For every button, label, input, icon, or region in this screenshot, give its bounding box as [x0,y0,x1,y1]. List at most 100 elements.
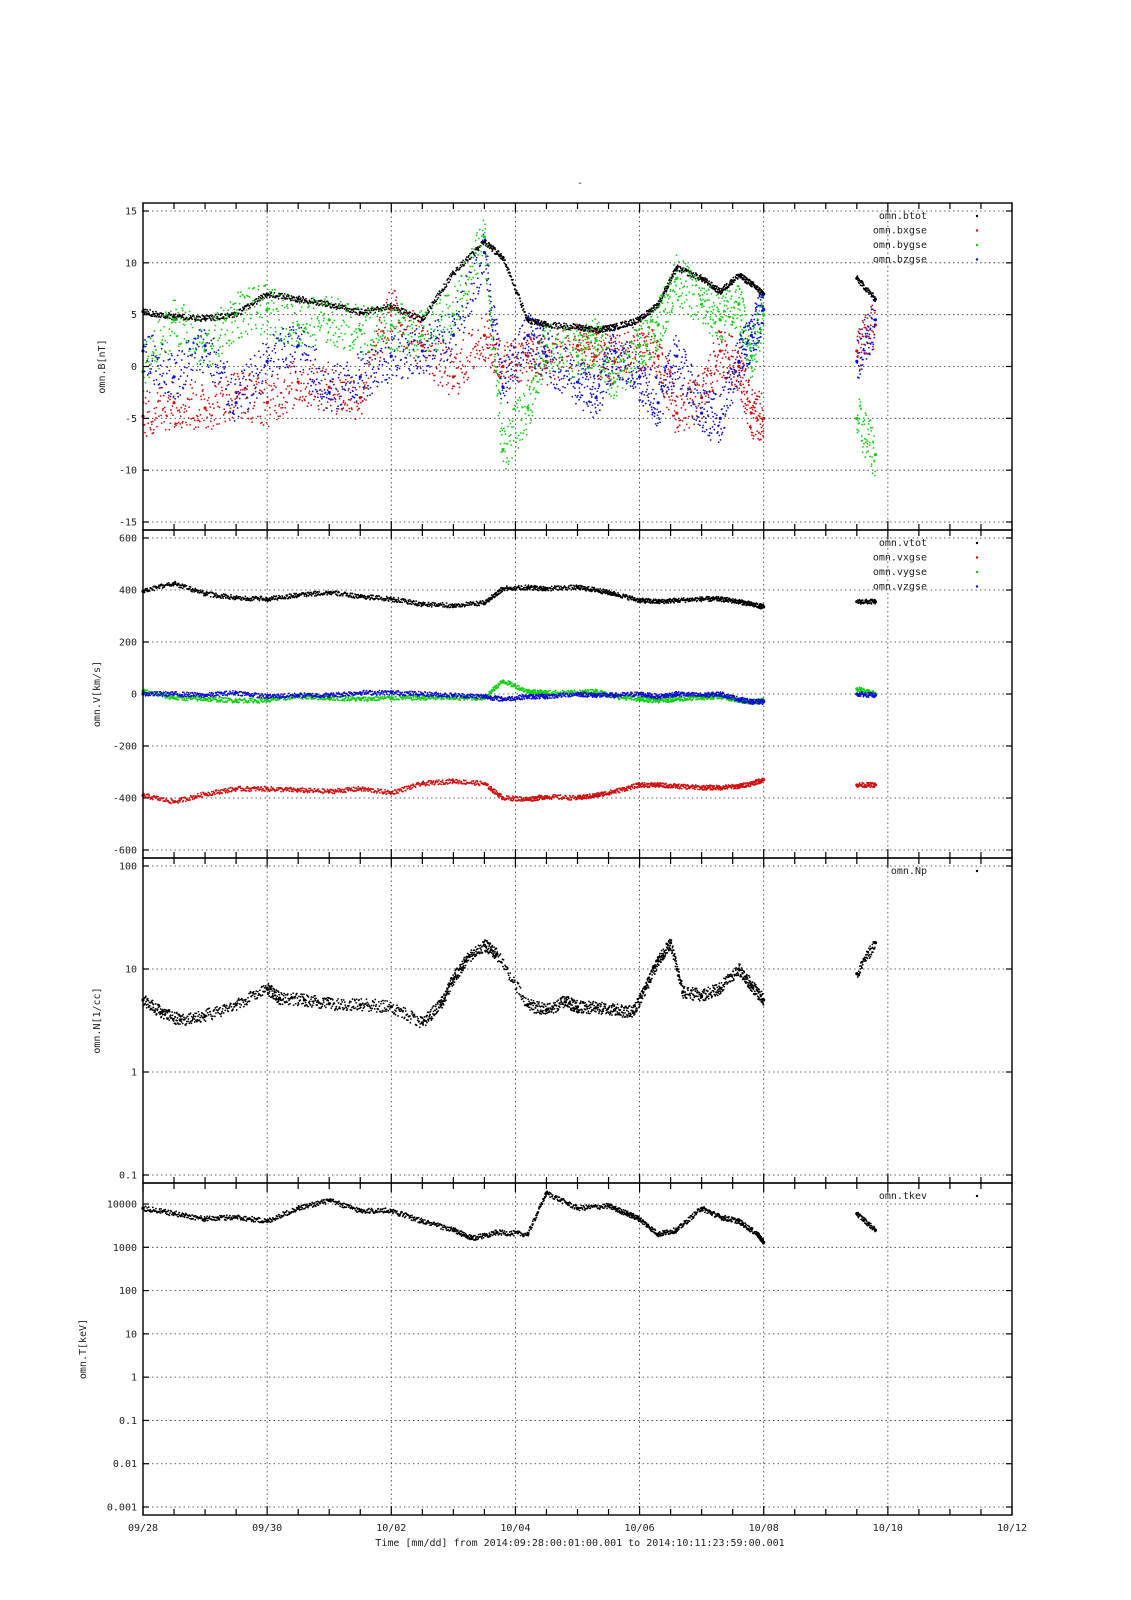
data-point [500,254,503,257]
data-point [294,312,296,315]
data-point [511,282,514,284]
data-point [516,437,518,440]
data-point [429,305,431,308]
data-point [277,310,279,313]
data-point [742,300,745,303]
data-point [743,393,746,396]
data-point [334,393,336,396]
data-point [257,377,260,379]
data-point [690,404,693,407]
data-point [558,322,561,325]
data-point [670,280,672,283]
data-point [556,338,559,341]
data-point [178,349,181,352]
x-tick-label: 09/30 [252,1523,282,1534]
data-point [285,388,288,390]
data-point [636,332,639,335]
data-point [469,253,471,256]
data-point [240,370,243,373]
data-point [219,317,221,320]
data-point [677,430,680,433]
data-point [267,425,270,428]
data-point [369,311,372,314]
data-point [715,294,718,297]
data-point [434,295,437,298]
data-point [671,399,674,402]
data-point [257,295,260,298]
data-point [233,420,236,422]
data-point [464,292,467,295]
data-point [316,371,319,374]
data-point [867,291,870,294]
data-point [872,441,875,444]
data-point [242,393,245,396]
data-point [336,393,339,396]
data-point [710,386,713,389]
data-point [564,329,567,331]
data-point [363,398,366,400]
data-point [668,396,670,398]
data-point [238,397,241,400]
data-point [703,287,706,290]
data-point [182,316,185,319]
data-point [758,309,761,312]
data-point [486,344,489,346]
data-point [554,343,557,345]
data-point [632,369,635,372]
data-point [594,348,597,351]
data-point [449,350,452,353]
data-point [692,272,695,274]
data-point [337,298,339,300]
data-point [515,402,518,405]
data-point [669,369,672,372]
data-point [489,354,491,357]
data-point [709,353,712,356]
data-point [443,288,446,290]
data-point [342,399,345,402]
data-point [224,366,227,369]
data-point [476,272,479,275]
data-point [588,325,591,328]
data-point [523,394,526,397]
data-point [525,341,528,344]
data-point [372,341,375,343]
data-point [496,352,499,355]
data-point [467,256,470,259]
data-point [872,447,875,449]
data-point [481,346,484,349]
data-point [595,336,598,339]
data-point [319,326,322,329]
data-point [216,401,219,404]
data-point [857,419,859,422]
data-point [729,297,732,300]
data-point [347,398,350,401]
data-point [502,460,505,463]
data-point [484,360,487,362]
data-point [242,308,245,311]
data-point [760,438,762,441]
data-point [447,307,450,309]
data-point [593,360,596,362]
data-point [172,375,176,379]
data-point [666,360,669,363]
data-point [525,314,528,317]
data-point [762,313,766,317]
data-point [718,318,722,322]
data-point [742,383,745,386]
data-point [345,374,348,377]
data-point [604,333,607,336]
data-point [740,384,742,387]
data-point [172,318,176,322]
data-point [532,388,535,391]
data-point [497,348,499,351]
data-point [738,355,741,358]
data-point [632,326,634,329]
data-point [734,279,737,282]
data-point [451,385,454,388]
data-point [218,381,221,384]
data-point [422,325,425,327]
data-point [742,390,745,393]
data-point [585,333,588,335]
data-point [355,328,358,331]
data-point [721,357,724,360]
